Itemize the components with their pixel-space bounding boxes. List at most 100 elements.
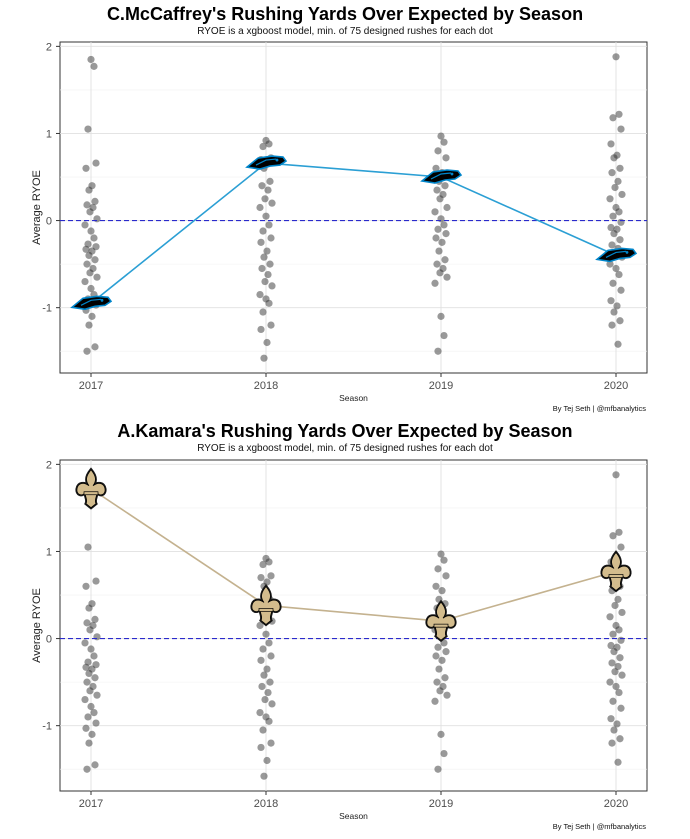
rusher-dot bbox=[259, 308, 267, 316]
rusher-dot bbox=[93, 273, 101, 281]
rusher-dot bbox=[615, 208, 623, 216]
x-axis-label: Season bbox=[339, 811, 368, 821]
rusher-dot bbox=[613, 720, 621, 728]
rusher-dot bbox=[267, 739, 275, 747]
panther-stripe bbox=[430, 172, 452, 180]
rusher-dot bbox=[91, 343, 99, 351]
rusher-dot bbox=[615, 688, 623, 697]
rusher-dot bbox=[267, 234, 275, 242]
plot-panel bbox=[59, 459, 648, 792]
rusher-dot bbox=[257, 656, 265, 664]
rusher-dot bbox=[606, 260, 614, 268]
chart-subtitle: RYOE is a xgboost model, min. of 75 desi… bbox=[197, 26, 493, 37]
fleur-de-lis-band bbox=[258, 608, 274, 612]
panther-eye bbox=[100, 298, 104, 302]
x-tick-label: 2017 bbox=[79, 380, 103, 392]
panthers-logo-icon bbox=[245, 155, 288, 170]
rusher-dot bbox=[83, 765, 91, 773]
y-axis-label: Average RYOE bbox=[31, 170, 43, 245]
fleur-de-lis-band bbox=[83, 491, 99, 496]
rusher-dot bbox=[436, 687, 444, 695]
rusher-dot bbox=[610, 308, 618, 316]
y-tick-label: 1 bbox=[46, 546, 52, 558]
rusher-dot bbox=[615, 626, 623, 634]
fleur-de-lis-band bbox=[433, 623, 449, 628]
rusher-dot bbox=[618, 608, 626, 617]
rusher-dot bbox=[615, 528, 623, 536]
rusher-dot bbox=[431, 279, 439, 287]
player-season-markers bbox=[75, 467, 632, 643]
rusher-dot bbox=[267, 652, 275, 660]
rusher-dot bbox=[265, 299, 273, 307]
rusher-dot bbox=[607, 641, 615, 650]
rusher-dot bbox=[616, 164, 624, 172]
rusher-dot bbox=[614, 177, 622, 185]
rusher-dot bbox=[93, 633, 101, 641]
rusher-dot bbox=[92, 159, 100, 167]
rusher-dot bbox=[265, 221, 273, 229]
rusher-dot bbox=[87, 284, 95, 293]
rusher-dot bbox=[432, 652, 440, 660]
rusher-dot bbox=[437, 215, 445, 223]
rusher-dot bbox=[443, 691, 451, 699]
chart-title: C.McCaffrey's Rushing Yards Over Expecte… bbox=[106, 4, 584, 24]
rusher-dot bbox=[440, 639, 448, 647]
rusher-dot bbox=[83, 201, 91, 209]
rusher-dot bbox=[83, 619, 91, 627]
rusher-dot bbox=[610, 230, 618, 238]
rusher-dot bbox=[261, 695, 269, 704]
fleur-de-lis-shape bbox=[426, 601, 456, 641]
rusher-dot bbox=[608, 321, 616, 329]
rusher-dot bbox=[90, 62, 98, 70]
rusher-dot bbox=[611, 668, 619, 676]
saints-logo-icon bbox=[425, 599, 457, 643]
x-tick-label: 2020 bbox=[604, 798, 628, 810]
rusher-dot bbox=[261, 195, 269, 203]
plot-panel bbox=[59, 41, 648, 374]
rusher-dot bbox=[607, 223, 615, 232]
rusher-dot bbox=[438, 587, 446, 595]
rusher-dot bbox=[83, 347, 91, 355]
player-season-markers bbox=[70, 155, 638, 311]
rusher-dot bbox=[609, 114, 617, 122]
rusher-dot bbox=[440, 138, 448, 146]
rusher-dot bbox=[258, 182, 266, 190]
rusher-dot bbox=[611, 183, 619, 192]
rusher-dot bbox=[442, 572, 450, 580]
fleur-de-lis-shape bbox=[601, 551, 631, 592]
mccaffrey-panel: C.McCaffrey's Rushing Yards Over Expecte… bbox=[0, 0, 690, 418]
rusher-dot bbox=[261, 277, 269, 286]
rusher-dot bbox=[442, 230, 450, 238]
rusher-dot bbox=[611, 601, 619, 610]
rusher-dot bbox=[618, 190, 626, 199]
panther-stripe bbox=[80, 298, 102, 306]
rusher-dot bbox=[432, 164, 440, 172]
rusher-dot bbox=[435, 247, 443, 255]
rusher-dot bbox=[609, 630, 617, 638]
rusher-dot bbox=[442, 154, 450, 162]
rusher-dot bbox=[82, 164, 90, 172]
rusher-dot bbox=[610, 154, 618, 162]
rusher-dot bbox=[81, 221, 89, 229]
rusher-dot bbox=[437, 312, 445, 320]
rusher-dot bbox=[93, 215, 101, 223]
x-tick-label: 2019 bbox=[429, 380, 453, 392]
rusher-dot bbox=[258, 264, 266, 273]
rusher-dot bbox=[438, 656, 446, 664]
rusher-dot bbox=[90, 709, 98, 717]
rusher-dot bbox=[437, 550, 445, 558]
x-tick-label: 2017 bbox=[79, 798, 103, 810]
rusher-dot bbox=[265, 140, 273, 148]
y-tick-label: 0 bbox=[46, 634, 52, 646]
rusher-dot bbox=[257, 743, 265, 752]
rusher-dot bbox=[84, 543, 92, 551]
rusher-dot bbox=[614, 758, 622, 766]
rusher-dot bbox=[614, 340, 622, 348]
rusher-dot bbox=[264, 186, 272, 194]
rusher-dot bbox=[87, 702, 95, 711]
rusher-dot bbox=[84, 713, 92, 721]
rusher-dot bbox=[85, 739, 93, 747]
rusher-dot bbox=[87, 645, 95, 653]
rusher-dot bbox=[259, 726, 267, 734]
rusher-dot bbox=[609, 532, 617, 540]
